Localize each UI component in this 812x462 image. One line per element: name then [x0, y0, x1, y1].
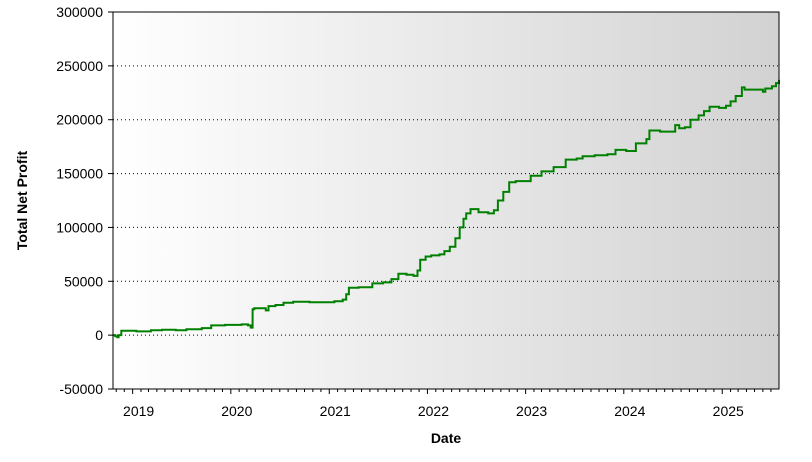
grid-lines [113, 65, 779, 336]
series-line-0 [113, 79, 780, 339]
y-tick-label: 50000 [64, 273, 103, 289]
axes [108, 11, 780, 394]
y-tick-label: 100000 [56, 219, 103, 235]
y-tick-label: 250000 [56, 58, 103, 74]
y-tick-label: 200000 [56, 112, 103, 128]
plot-frame [112, 11, 780, 390]
x-tick-label: 2025 [713, 403, 744, 419]
x-tick-label: 2020 [221, 403, 252, 419]
y-tick-label: 300000 [56, 4, 103, 20]
x-tick-label: 2021 [320, 403, 351, 419]
y-tick-label: 0 [95, 327, 103, 343]
x-tick-label: 2023 [516, 403, 547, 419]
series-layer [113, 79, 780, 339]
y-tick-label: -50000 [59, 381, 103, 397]
x-tick-label: 2019 [123, 403, 154, 419]
y-axis-title: Total Net Profit [14, 151, 30, 251]
x-tick-label: 2022 [418, 403, 449, 419]
y-tick-label: 150000 [56, 166, 103, 182]
x-axis-title: Date [431, 430, 462, 446]
tick-labels: 300000 250000 200000 150000 100000 50000 0 -500… [56, 4, 744, 419]
plot-area [113, 12, 779, 389]
x-tick-label: 2024 [614, 403, 645, 419]
